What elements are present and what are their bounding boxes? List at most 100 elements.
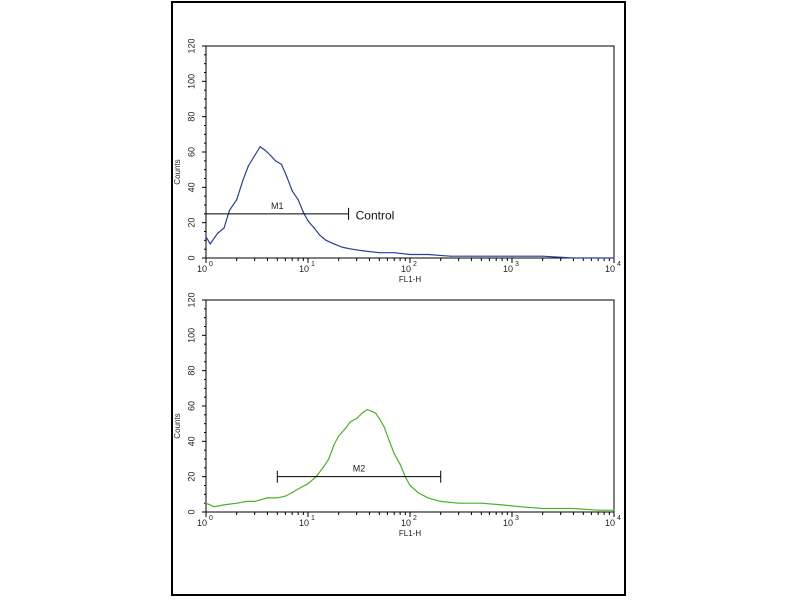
histogram-data-point [276,497,278,499]
histogram-data-point [297,199,299,201]
y-tick-label: 80 [186,112,196,122]
histogram-data-point [209,243,211,245]
histogram-series-line [205,145,614,259]
y-tick-label: 100 [186,74,196,89]
x-tick-label: 10 [605,518,615,528]
histogram-data-point [205,236,207,238]
histogram-data-point [205,502,207,504]
histogram-data-point [297,488,299,490]
plot-area-frame [205,299,615,513]
histogram-data-point [501,504,503,506]
histogram-data-point [342,246,344,248]
histogram-data-point [450,255,452,257]
x-tick-exponent: 2 [413,261,417,268]
histogram-data-point [427,497,429,499]
histogram-data-point [264,149,266,151]
histogram-data-point [325,239,327,241]
marker-label: M1 [271,201,284,211]
histogram-series-line [205,408,614,511]
histogram-data-point [440,500,442,502]
histogram-data-point [388,440,391,442]
histogram-data-point [338,435,340,437]
marker-gate: M2 [276,464,442,483]
histogram-data-point [247,165,249,167]
histogram-data-point [470,255,472,257]
histogram-data-point [274,160,277,162]
x-axis-label: FL1-H [399,529,421,538]
histogram-data-point [246,500,248,502]
histogram-data-point [266,497,268,499]
histogram-data-point [542,507,544,510]
histogram-data-point [213,506,215,508]
histogram-data-point [362,250,365,252]
y-axis-label: Counts [173,413,182,438]
y-tick-label: 0 [186,509,196,514]
histogram-data-point [378,252,380,254]
histogram-data-point [217,232,219,234]
x-tick-exponent: 4 [617,515,621,522]
x-tick-exponent: 1 [311,515,315,522]
histogram-data-point [254,500,256,502]
histogram-data-point [286,176,288,178]
histogram-data-point [371,410,373,412]
histogram-data-point [284,495,286,497]
histogram-data-point [280,163,283,165]
x-tick-exponent: 4 [617,261,621,268]
x-tick-label: 10 [197,518,207,528]
figure-frame [171,1,626,596]
y-tick-label: 60 [186,147,196,157]
histogram-data-point [597,509,599,511]
histogram-data-point [361,412,363,414]
histogram-data-point [228,209,231,211]
y-tick-label: 40 [186,182,196,192]
histogram-data-point [349,421,351,423]
x-tick-exponent: 3 [515,515,519,522]
x-tick-label: 10 [299,264,309,274]
x-tick-label: 10 [401,264,411,274]
histogram-data-point [383,426,385,428]
histogram-data-point [223,504,225,506]
x-axis-label: FL1-H [399,275,421,284]
y-tick-label: 0 [186,255,196,260]
y-tick-label: 100 [186,328,196,343]
marker-gate: M1 [205,201,350,220]
y-tick-label: 20 [186,218,196,228]
histogram-data-point [458,502,460,504]
annotation-text: Control [356,209,395,223]
x-tick-label: 10 [299,518,309,528]
histogram-data-point [259,146,261,148]
histogram-data-point [613,257,615,259]
y-tick-label: 80 [186,366,196,376]
y-axis-label: Counts [173,159,182,184]
histogram-data-point [319,234,321,236]
histogram-data-point [417,492,419,494]
x-tick-exponent: 1 [311,261,315,268]
histogram-data-point [409,253,411,256]
histogram-data-point [572,507,575,510]
histogram-data-point [307,220,309,222]
x-tick-label: 10 [605,264,615,274]
histogram-data-point [366,408,368,411]
histogram-data-point [427,253,429,256]
x-tick-label: 10 [197,264,207,274]
y-tick-label: 120 [186,38,196,53]
histogram-data-point [328,458,330,460]
x-tick-exponent: 0 [209,261,213,268]
x-tick-exponent: 2 [413,515,417,522]
y-tick-label: 60 [186,401,196,411]
histogram-data-point [542,255,544,257]
y-tick-label: 120 [186,292,196,307]
x-tick-label: 10 [503,264,513,274]
histogram-data-point [613,509,615,511]
marker-label: M2 [353,464,366,474]
histogram-data-point [236,502,238,504]
histogram-data-point [322,467,324,469]
histogram-data-point [351,248,353,250]
histogram-data-point [236,199,238,201]
histogram-data-point [344,428,346,430]
histogram-data-point [333,444,335,446]
histogram-data-point [393,252,395,254]
